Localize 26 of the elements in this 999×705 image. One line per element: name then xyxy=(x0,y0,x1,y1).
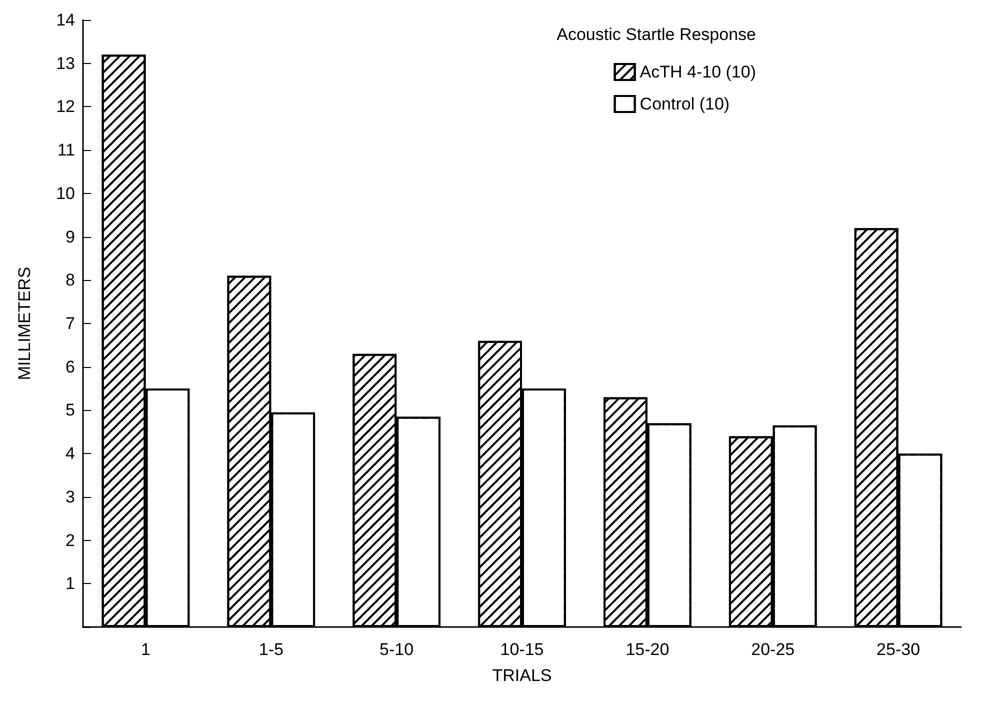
y-tick-label: 13 xyxy=(56,54,75,73)
x-tick-label: 1-5 xyxy=(258,640,284,659)
y-tick-label: 14 xyxy=(56,10,75,30)
x-tick-label: 5-10 xyxy=(380,640,414,659)
y-tick-label: 6 xyxy=(66,357,75,376)
legend-label: Control (10) xyxy=(640,94,730,114)
y-tick-label: 3 xyxy=(66,487,75,506)
x-tick-label: 15-20 xyxy=(626,640,670,659)
y-tick-label: 5 xyxy=(66,400,75,420)
x-axis-title: TRIALS xyxy=(492,666,552,685)
y-axis-title: MILLIMETERS xyxy=(15,266,34,380)
y-tick-label: 12 xyxy=(56,97,75,116)
y-tick-label: 11 xyxy=(57,140,75,160)
x-tick-label: 20-25 xyxy=(751,640,795,659)
x-tick-label: 25-30 xyxy=(876,640,920,659)
y-tick-label: 2 xyxy=(66,530,75,550)
x-tick-label: 10-15 xyxy=(500,640,544,659)
y-tick-label: 9 xyxy=(66,227,75,246)
y-tick-label: 7 xyxy=(66,314,75,333)
x-tick-label: 1 xyxy=(140,640,150,659)
y-tick-label: 1 xyxy=(66,574,75,594)
legend-title: Acoustic Startle Response xyxy=(556,25,756,44)
y-tick-label: 8 xyxy=(66,270,75,290)
y-tick-label: 4 xyxy=(66,444,75,464)
y-tick-label: 10 xyxy=(56,184,75,203)
legend-label: AcTH 4-10 (10) xyxy=(640,62,756,82)
